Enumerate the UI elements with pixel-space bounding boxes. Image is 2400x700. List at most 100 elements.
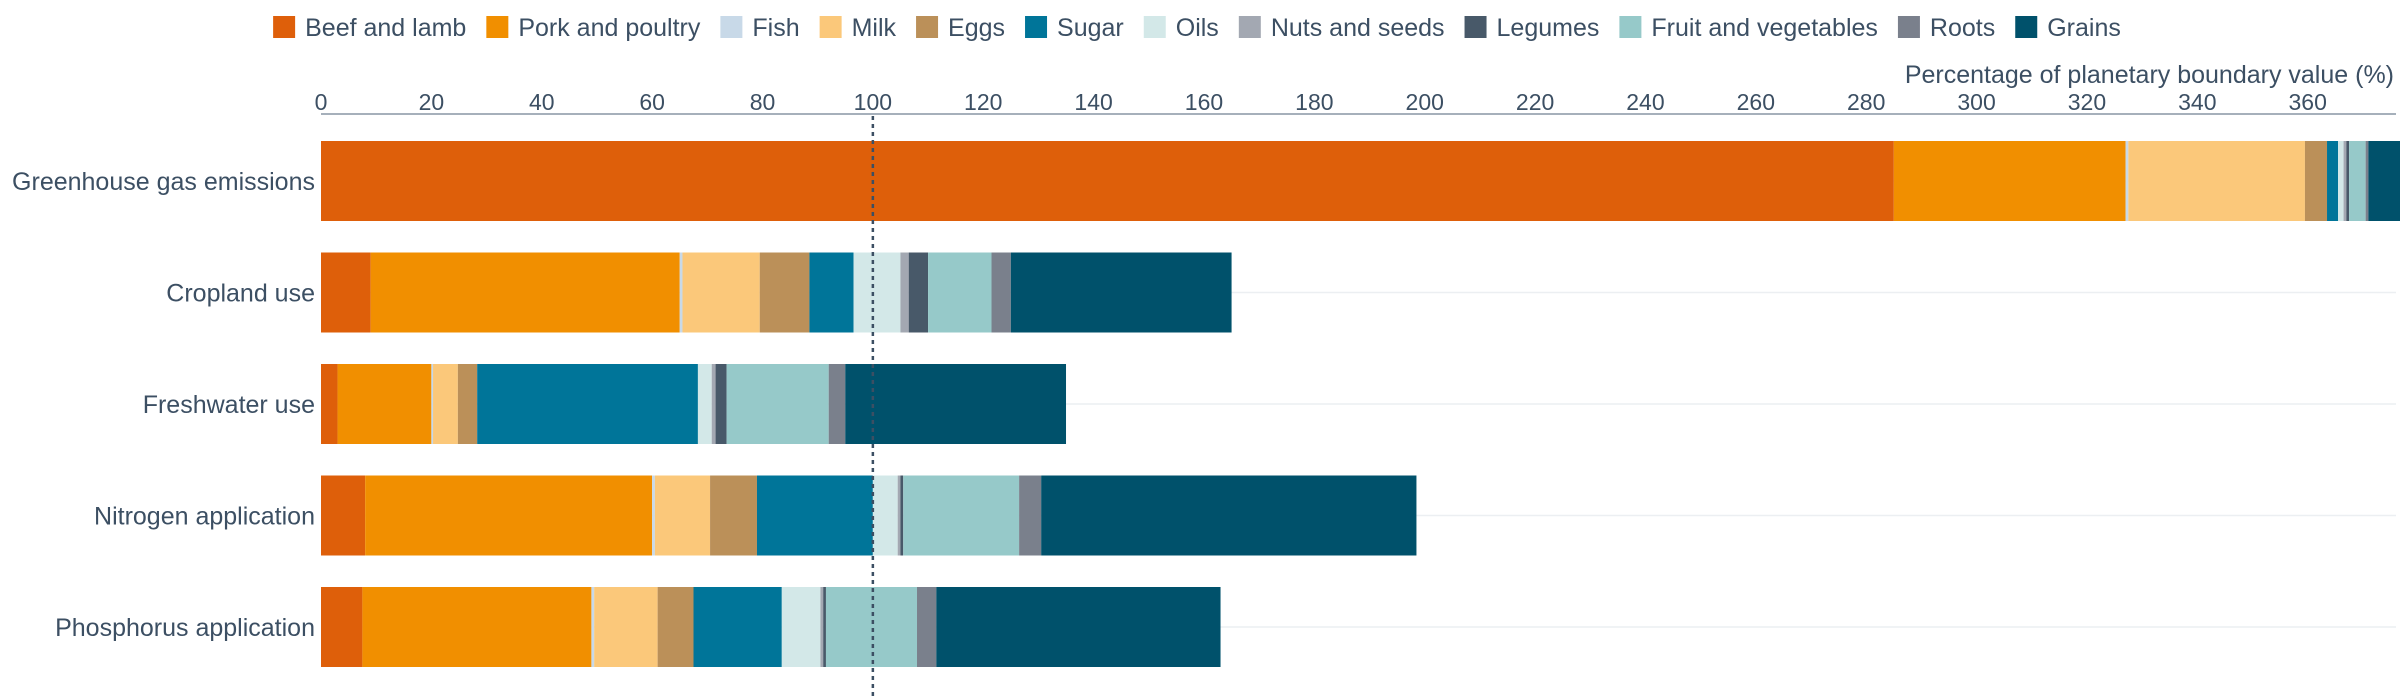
legend-label: Oils	[1176, 14, 1219, 42]
x-tick-label: 60	[639, 89, 665, 115]
legend-swatch	[1143, 16, 1166, 38]
bar-row-cropland-use	[321, 252, 1232, 333]
bar-row-nitrogen-application	[321, 475, 1417, 556]
bar-segment-grains	[1041, 475, 1417, 556]
bar-row-greenhouse-gas-emissions	[321, 141, 2400, 221]
bar-segment-grains	[1010, 252, 1232, 333]
legend-label: Grains	[2047, 14, 2121, 42]
bar-row-freshwater-use	[321, 364, 1067, 444]
legend-item-beef-and-lamb: Beef and lamb	[273, 14, 466, 42]
bar-segment-nuts-and-seeds	[897, 475, 901, 556]
legend-swatch	[486, 16, 509, 38]
x-tick-label: 80	[750, 89, 776, 115]
x-tick-label: 320	[2068, 89, 2106, 115]
x-tick-label: 20	[419, 89, 445, 115]
x-tick-label: 260	[1737, 89, 1775, 115]
bar-segment-fruit-and-vegetables	[903, 475, 1020, 556]
bar-segment-milk	[654, 475, 711, 556]
bar-segment-nuts-and-seeds	[820, 587, 824, 667]
legend-swatch	[1238, 16, 1261, 38]
bar-segment-sugar	[756, 475, 873, 556]
x-tick-label: 220	[1516, 89, 1554, 115]
legend-swatch	[273, 16, 296, 38]
bar-segment-milk	[433, 364, 458, 444]
bar-segment-grains	[936, 587, 1221, 667]
legend-swatch	[916, 16, 939, 38]
bar-segment-nuts-and-seeds	[900, 252, 909, 333]
bar-segment-sugar	[809, 252, 854, 333]
bar-segment-roots	[2365, 141, 2369, 221]
legend-swatch	[1025, 16, 1048, 38]
legend-label: Legumes	[1497, 14, 1600, 42]
bar-segment-eggs	[759, 252, 810, 333]
bar-segment-fish	[679, 252, 683, 333]
legend-label: Sugar	[1057, 14, 1124, 42]
legend-item-legumes: Legumes	[1464, 14, 1600, 42]
legend-swatch	[819, 16, 842, 38]
bar-segment-roots	[991, 252, 1011, 333]
bar-segment-pork-and-poultry	[362, 587, 592, 667]
bar-segment-oils	[781, 587, 821, 667]
bars	[321, 141, 2400, 667]
x-tick-label: 180	[1295, 89, 1333, 115]
legend-item-nuts-and-seeds: Nuts and seeds	[1238, 14, 1445, 42]
legend-label: Roots	[1930, 14, 1995, 42]
bar-segment-oils	[853, 252, 901, 333]
category-label-phosphorus-application: Phosphorus application	[55, 614, 315, 642]
x-tick-label: 280	[1847, 89, 1885, 115]
bar-segment-pork-and-poultry	[1893, 141, 2126, 221]
x-tick-label: 160	[1185, 89, 1223, 115]
bar-segment-eggs	[2304, 141, 2328, 221]
legend-label: Eggs	[948, 14, 1005, 42]
legend-item-sugar: Sugar	[1025, 14, 1124, 42]
bar-segment-roots	[917, 587, 937, 667]
bar-segment-grains	[2368, 141, 2400, 221]
bar-segment-beef-and-lamb	[321, 364, 338, 444]
bar-segment-oils	[697, 364, 712, 444]
bar-segment-sugar	[2327, 141, 2339, 221]
legend-label: Fruit and vegetables	[1651, 14, 1878, 42]
legend-item-milk: Milk	[819, 14, 897, 42]
x-tick-label: 40	[529, 89, 555, 115]
legend-label: Milk	[852, 14, 897, 42]
x-tick-label: 300	[1957, 89, 1995, 115]
category-label-freshwater-use: Freshwater use	[143, 391, 315, 419]
bar-segment-beef-and-lamb	[321, 587, 363, 667]
legend-swatch	[1897, 16, 1920, 38]
bar-segment-nuts-and-seeds	[711, 364, 716, 444]
bar-segment-legumes	[900, 475, 904, 556]
legend-item-fruit-and-vegetables: Fruit and vegetables	[1619, 14, 1878, 42]
bar-segment-pork-and-poultry	[337, 364, 432, 444]
x-tick-label: 0	[315, 89, 328, 115]
bar-segment-sugar	[477, 364, 698, 444]
legend-item-fish: Fish	[720, 14, 800, 42]
legend-item-oils: Oils	[1143, 14, 1219, 42]
x-tick-label: 140	[1074, 89, 1112, 115]
bar-segment-eggs	[457, 364, 478, 444]
x-tick-label: 120	[964, 89, 1002, 115]
bar-segment-oils	[2338, 141, 2344, 221]
bar-segment-legumes	[715, 364, 727, 444]
bar-segment-legumes	[908, 252, 929, 333]
bar-segment-legumes	[2346, 141, 2350, 221]
x-tick-label: 340	[2178, 89, 2216, 115]
legend-swatch	[720, 16, 743, 38]
x-axis-ticks: 0 20 40 60 80 100 120 140 160 180 200 220 240 260 280 3…	[315, 89, 2327, 115]
bar-segment-sugar	[693, 587, 782, 667]
bar-segment-fruit-and-vegetables	[2349, 141, 2366, 221]
x-axis-title: Percentage of planetary boundary value (…	[1905, 61, 2394, 89]
bar-segment-beef-and-lamb	[321, 475, 366, 556]
bar-segment-nuts-and-seeds	[2343, 141, 2347, 221]
legend-item-pork-and-poultry: Pork and poultry	[486, 14, 701, 42]
bar-segment-legumes	[823, 587, 826, 667]
bar-segment-grains	[845, 364, 1067, 444]
x-tick-label: 240	[1626, 89, 1664, 115]
legend-label: Fish	[752, 14, 799, 42]
legend: Beef and lamb Pork and poultry Fish Milk Egg…	[273, 14, 2121, 42]
bar-segment-pork-and-poultry	[365, 475, 653, 556]
bar-segment-fish	[2125, 141, 2129, 221]
x-tick-label: 200	[1406, 89, 1444, 115]
bar-segment-roots	[828, 364, 846, 444]
x-tick-label: 360	[2289, 89, 2327, 115]
